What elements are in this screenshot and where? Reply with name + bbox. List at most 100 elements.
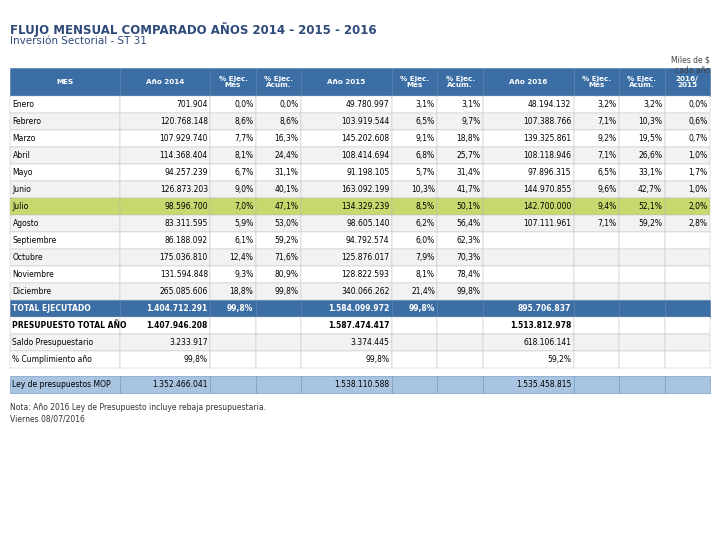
Bar xyxy=(619,232,665,249)
Text: 10,3%: 10,3% xyxy=(638,117,662,126)
Text: 265.085.606: 265.085.606 xyxy=(159,287,208,296)
Text: 0,0%: 0,0% xyxy=(688,100,708,109)
Bar xyxy=(120,96,210,113)
Bar xyxy=(665,96,710,113)
Bar xyxy=(301,164,392,181)
Bar xyxy=(392,147,438,164)
Bar xyxy=(619,283,665,300)
Bar xyxy=(210,215,256,232)
Bar xyxy=(665,283,710,300)
Text: 26,6%: 26,6% xyxy=(638,151,662,160)
Text: 16,3%: 16,3% xyxy=(275,134,299,143)
Bar xyxy=(301,351,392,368)
Text: 7,1%: 7,1% xyxy=(598,151,616,160)
Text: 59,2%: 59,2% xyxy=(275,236,299,245)
Bar xyxy=(574,351,619,368)
Text: % Cumplimiento año: % Cumplimiento año xyxy=(12,355,92,364)
Bar xyxy=(483,198,574,215)
Bar xyxy=(120,113,210,130)
Bar xyxy=(438,334,483,351)
Bar xyxy=(619,334,665,351)
Text: 7,0%: 7,0% xyxy=(234,202,253,211)
Bar xyxy=(619,198,665,215)
Text: 18,8%: 18,8% xyxy=(456,134,480,143)
Bar xyxy=(665,130,710,147)
Bar xyxy=(619,181,665,198)
Bar xyxy=(120,130,210,147)
Text: 33,1%: 33,1% xyxy=(638,168,662,177)
Text: 1.404.712.291: 1.404.712.291 xyxy=(147,304,208,313)
Bar xyxy=(256,232,301,249)
Text: % Ejec.
Mes: % Ejec. Mes xyxy=(219,76,248,89)
Bar xyxy=(619,113,665,130)
Text: 2016/
2015: 2016/ 2015 xyxy=(676,76,698,89)
Bar xyxy=(438,198,483,215)
Bar xyxy=(10,266,120,283)
Bar xyxy=(619,96,665,113)
Bar xyxy=(392,266,438,283)
Text: 1.407.946.208: 1.407.946.208 xyxy=(146,321,208,330)
Bar xyxy=(392,181,438,198)
Text: 8,1%: 8,1% xyxy=(416,270,435,279)
Text: 40,1%: 40,1% xyxy=(275,185,299,194)
Text: 47,1%: 47,1% xyxy=(275,202,299,211)
Text: Ley de presupuestos MOP: Ley de presupuestos MOP xyxy=(12,380,111,389)
Text: Viernes 08/07/2016: Viernes 08/07/2016 xyxy=(10,415,85,424)
Bar xyxy=(210,147,256,164)
Text: Julio: Julio xyxy=(12,202,29,211)
Bar xyxy=(483,249,574,266)
Bar xyxy=(438,317,483,334)
Text: Octubre: Octubre xyxy=(12,253,43,262)
Text: 7,7%: 7,7% xyxy=(234,134,253,143)
Bar xyxy=(619,266,665,283)
Bar xyxy=(10,198,120,215)
Bar xyxy=(120,215,210,232)
Text: 0,0%: 0,0% xyxy=(234,100,253,109)
Text: 18,8%: 18,8% xyxy=(230,287,253,296)
Text: 139.325.861: 139.325.861 xyxy=(523,134,571,143)
Bar xyxy=(619,376,665,393)
Text: 80,9%: 80,9% xyxy=(275,270,299,279)
Bar xyxy=(210,113,256,130)
Text: 3,2%: 3,2% xyxy=(643,100,662,109)
Bar xyxy=(392,198,438,215)
Text: 31,1%: 31,1% xyxy=(275,168,299,177)
Text: 71,6%: 71,6% xyxy=(275,253,299,262)
Text: TOTAL EJECUTADO: TOTAL EJECUTADO xyxy=(12,304,91,313)
Bar xyxy=(10,147,120,164)
Bar xyxy=(301,334,392,351)
Bar xyxy=(438,164,483,181)
Bar xyxy=(256,147,301,164)
Bar xyxy=(483,147,574,164)
Bar xyxy=(120,283,210,300)
Bar xyxy=(665,249,710,266)
Bar xyxy=(574,232,619,249)
Bar xyxy=(301,300,392,317)
Text: 2,0%: 2,0% xyxy=(688,202,708,211)
Bar xyxy=(438,283,483,300)
Bar xyxy=(665,164,710,181)
Bar xyxy=(574,283,619,300)
Bar xyxy=(438,96,483,113)
Bar xyxy=(256,283,301,300)
Text: 175.036.810: 175.036.810 xyxy=(160,253,208,262)
Text: 108.414.694: 108.414.694 xyxy=(341,151,390,160)
Text: 107.111.961: 107.111.961 xyxy=(523,219,571,228)
Text: 8,5%: 8,5% xyxy=(416,202,435,211)
Bar xyxy=(10,376,120,393)
Bar xyxy=(665,266,710,283)
Text: % Ejec.
Acum.: % Ejec. Acum. xyxy=(264,76,293,89)
Bar xyxy=(665,147,710,164)
Bar xyxy=(10,215,120,232)
Bar xyxy=(256,68,301,96)
Bar xyxy=(574,215,619,232)
Bar xyxy=(301,130,392,147)
Bar xyxy=(120,317,210,334)
Bar xyxy=(120,249,210,266)
Text: 31,4%: 31,4% xyxy=(456,168,480,177)
Bar xyxy=(574,147,619,164)
Text: 62,3%: 62,3% xyxy=(456,236,480,245)
Text: 145.202.608: 145.202.608 xyxy=(341,134,390,143)
Bar xyxy=(392,317,438,334)
Bar xyxy=(301,96,392,113)
